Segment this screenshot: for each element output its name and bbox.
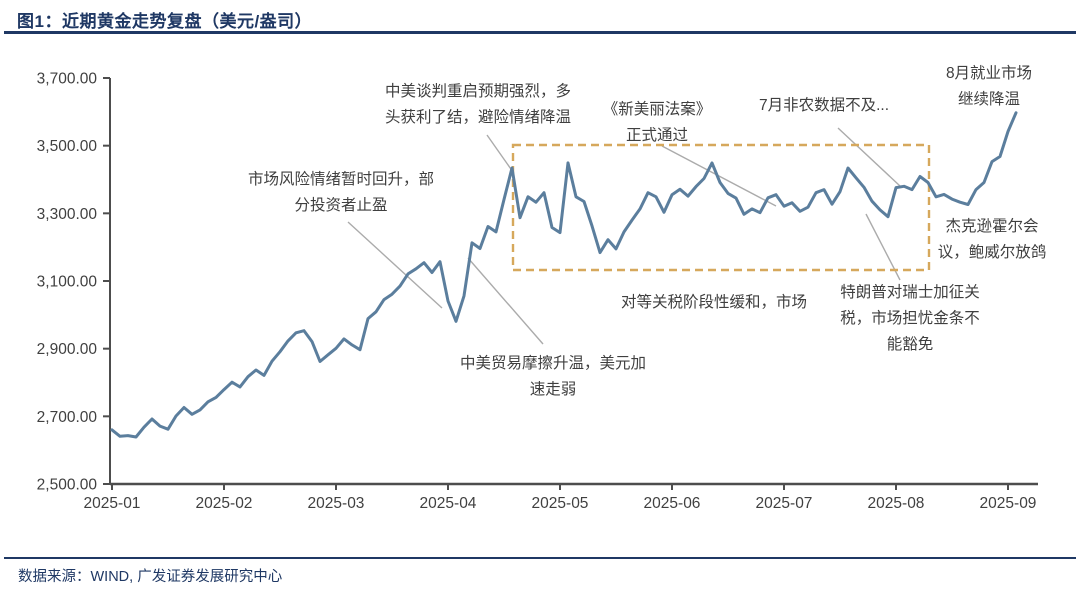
x-axis-tick-label: 2025-05	[532, 495, 589, 512]
x-axis-tick-label: 2025-09	[980, 495, 1037, 512]
figure-title: 图1：近期黄金走势复盘（美元/盎司）	[17, 12, 313, 31]
annotation-text-line: 分投资者止盈	[294, 197, 388, 214]
y-axis-tick-label: 2,500.00	[37, 476, 98, 493]
y-axis-tick-label: 3,500.00	[37, 138, 98, 155]
annotation-trade-friction: 中美贸易摩擦升温，美元加 速走弱	[460, 351, 646, 403]
y-axis-tick-label: 3,100.00	[37, 273, 98, 290]
annotation-text-line: 杰克逊霍尔会	[945, 218, 1039, 235]
annotation-risk-sentiment: 市场风险情绪暂时回升，部 分投资者止盈	[248, 167, 434, 219]
annotation-jackson-hole: 杰克逊霍尔会 议，鲍威尔放鸽	[938, 214, 1047, 266]
annotation-text-line: 速走弱	[529, 381, 577, 398]
gold-price-line	[110, 111, 1018, 439]
y-axis-tick-label: 2,700.00	[37, 409, 98, 426]
x-axis-tick-label: 2025-07	[756, 495, 813, 512]
annotation-leader-line	[467, 257, 544, 345]
title-divider	[4, 31, 1076, 34]
annotation-leader-line	[486, 134, 514, 173]
annotation-text-line: 中美贸易摩擦升温，美元加	[459, 355, 647, 372]
annotation-leader-line	[661, 145, 777, 207]
y-axis-tick-label: 3,300.00	[37, 206, 98, 223]
annotation-text-line: 正式通过	[625, 127, 689, 144]
x-axis-tick-label: 2025-08	[868, 495, 925, 512]
highlight-range-box	[511, 143, 931, 272]
annotation-text-line: 8月就业市场	[945, 65, 1033, 82]
annotation-text-line: 7月非农数据不及...	[758, 97, 890, 114]
x-axis-tick-label: 2025-02	[196, 495, 253, 512]
annotation-us-china-talks: 中美谈判重启预期强烈，多 头获利了结，避险情绪降温	[385, 79, 571, 131]
annotation-text-line: 继续降温	[957, 91, 1020, 108]
annotation-text-line: 特朗普对瑞士加征关	[840, 284, 980, 301]
y-axis-tick-label: 2,900.00	[37, 341, 98, 358]
annotation-trump-swiss-tariff: 特朗普对瑞士加征关 税，市场担忧金条不 能豁免	[840, 280, 980, 358]
annotation-tariff-easing: 对等关税阶段性缓和，市场	[621, 290, 807, 316]
annotation-text-line: 头获利了结，避险情绪降温	[384, 109, 572, 126]
annotation-august-jobs: 8月就业市场 继续降温	[946, 61, 1032, 113]
annotation-leader-line	[837, 127, 901, 187]
footer-divider	[4, 557, 1076, 559]
annotation-text-line: 《新美丽法案》	[602, 101, 712, 118]
x-axis-tick-label: 2025-01	[84, 495, 141, 512]
annotation-july-nonfarm: 7月非农数据不及...	[759, 93, 889, 119]
annotation-leader-line	[347, 221, 443, 309]
annotation-new-beautiful-bill: 《新美丽法案》 正式通过	[603, 97, 712, 149]
data-source-note: 数据来源：WIND, 广发证券发展研究中心	[18, 569, 283, 585]
annotation-text-line: 市场风险情绪暂时回升，部	[247, 171, 435, 188]
annotation-text-line: 议，鲍威尔放鸽	[937, 244, 1047, 261]
annotation-text-line: 中美谈判重启预期强烈，多	[384, 83, 572, 100]
x-axis-tick-label: 2025-03	[308, 495, 365, 512]
annotation-text-line: 税，市场担忧金条不	[840, 310, 980, 327]
annotation-text-line: 对等关税阶段性缓和，市场	[620, 294, 808, 311]
x-axis-tick-label: 2025-06	[644, 495, 701, 512]
x-axis-tick-label: 2025-04	[420, 495, 477, 512]
annotation-text-line: 能豁免	[886, 336, 934, 353]
y-axis-tick-label: 3,700.00	[37, 70, 98, 87]
